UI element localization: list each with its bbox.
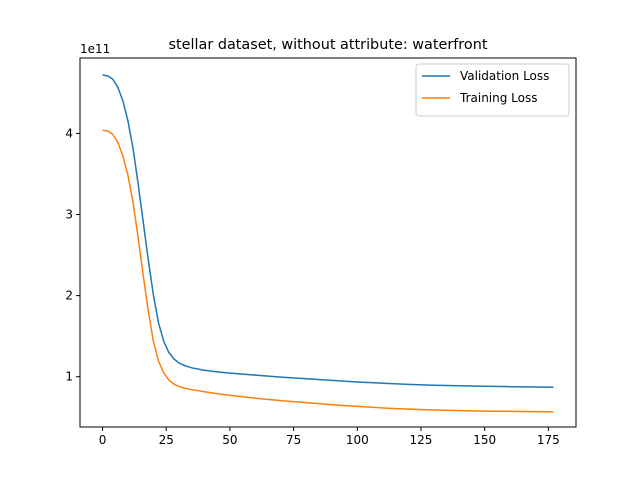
y-tick-label: 1 [65,370,73,384]
legend: Validation Loss Training Loss [415,63,570,117]
x-tick-label: 150 [473,433,496,447]
y-tick-label: 2 [65,289,73,303]
plot-lines [102,74,554,413]
x-tick-label: 50 [222,433,237,447]
y-offset-label: 1e11 [80,42,110,56]
legend-box [415,63,570,117]
y-axis: 1 2 3 4 [65,126,80,384]
x-tick-label: 125 [410,433,433,447]
legend-label: Validation Loss [460,69,549,83]
series-line-validation-loss [102,74,554,389]
series-line-training-loss [102,129,554,413]
y-tick-label: 4 [65,126,73,140]
x-tick-label: 100 [346,433,369,447]
x-axis: 0 25 50 75 100 125 150 175 [99,427,560,447]
x-tick-label: 75 [286,433,301,447]
plot-frame [79,57,577,428]
legend-label: Training Loss [459,91,537,105]
x-tick-label: 0 [99,433,107,447]
y-tick-label: 3 [65,208,73,222]
x-tick-label: 25 [159,433,174,447]
chart-title: stellar dataset, without attribute: wate… [169,37,488,53]
x-tick-label: 175 [537,433,560,447]
